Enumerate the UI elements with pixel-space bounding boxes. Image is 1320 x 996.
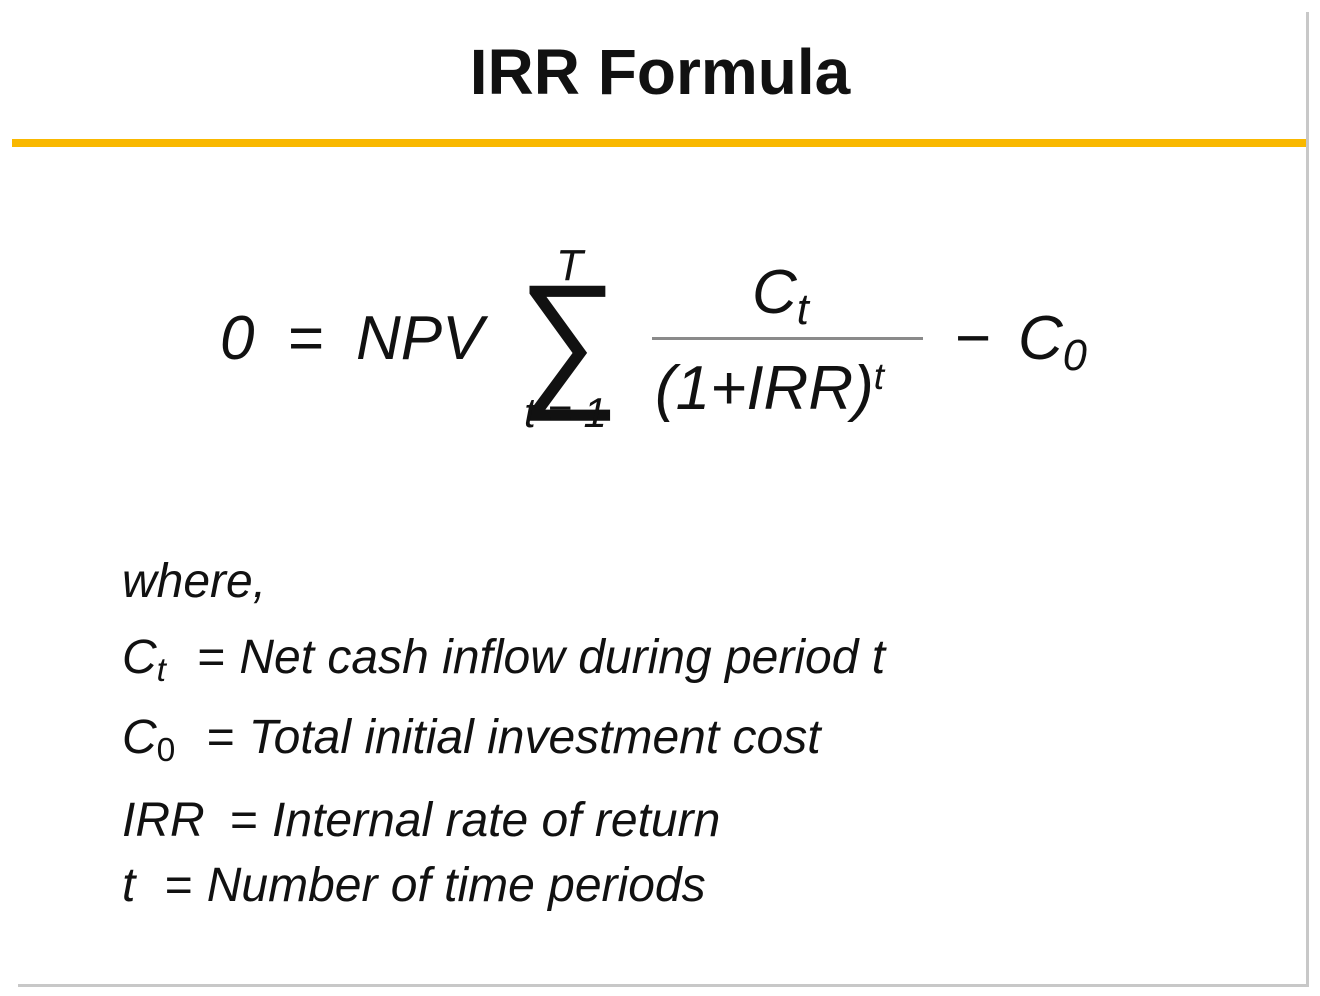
- definition-equals: =: [206, 711, 235, 764]
- formula-lhs: 0: [220, 304, 255, 373]
- definition-text: Net cash inflow during period t: [239, 631, 886, 684]
- definition-text: Total initial investment cost: [248, 711, 821, 764]
- denominator: (1+IRR)t: [655, 354, 885, 420]
- numerator: Ct: [752, 262, 809, 332]
- c0-base: C: [1018, 304, 1063, 373]
- sum-upper-limit: T: [556, 241, 583, 290]
- fraction-bar: [652, 337, 923, 340]
- bottom-border: [18, 984, 1309, 987]
- initial-cost-term: C0: [1018, 308, 1087, 378]
- definition-subscript: t: [156, 652, 167, 690]
- definitions-intro: where,: [122, 555, 267, 608]
- right-border: [1306, 12, 1309, 987]
- c0-subscript: 0: [1062, 331, 1087, 380]
- summation-symbol: ∑: [517, 253, 620, 421]
- numerator-base: C: [752, 258, 797, 327]
- definition-symbol: C: [122, 711, 157, 764]
- definition-subscript: 0: [156, 732, 176, 770]
- definition-equals: =: [164, 859, 193, 912]
- denominator-exponent: t: [873, 354, 885, 397]
- definition-item: t = Number of time periods: [122, 862, 706, 910]
- page-title: IRR Formula: [469, 36, 851, 108]
- definition-symbol: IRR: [122, 794, 205, 847]
- definition-text: Internal rate of return: [272, 794, 721, 847]
- numerator-subscript: t: [796, 285, 809, 334]
- definition-text: Number of time periods: [206, 859, 706, 912]
- formula-minus: −: [955, 304, 992, 373]
- definition-symbol: C: [122, 631, 157, 684]
- definition-equals: =: [230, 794, 259, 847]
- sum-lower-limit: t = 1: [524, 389, 607, 436]
- formula-npv: NPV: [356, 304, 484, 373]
- formula-equals: =: [288, 304, 325, 373]
- definition-symbol: t: [122, 859, 136, 912]
- definition-item: IRR = Internal rate of return: [122, 797, 720, 845]
- denominator-base: (1+IRR): [655, 354, 874, 423]
- definition-item: C0 = Total initial investment cost: [122, 711, 821, 768]
- accent-divider: [12, 139, 1308, 147]
- definition-item: Ct = Net cash inflow during period t: [122, 631, 886, 688]
- definition-equals: =: [197, 631, 226, 684]
